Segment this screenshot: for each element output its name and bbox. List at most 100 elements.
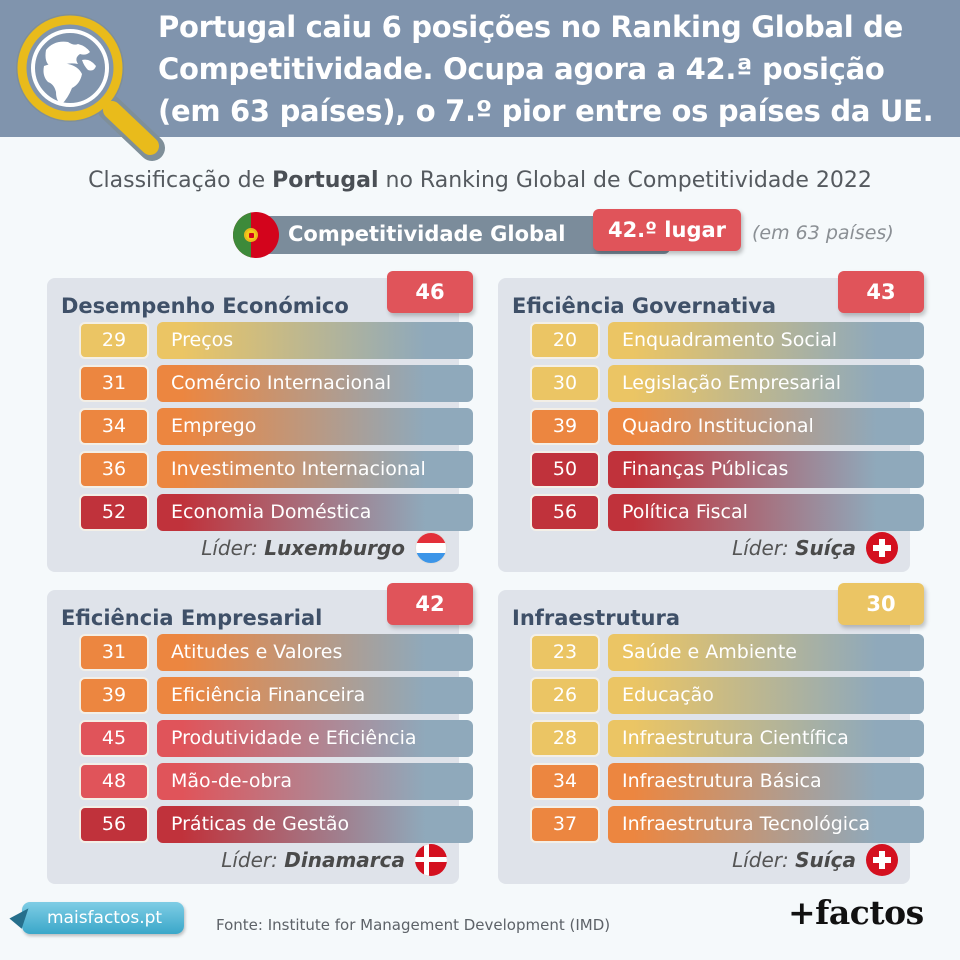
sub-factor-label: Mão-de-obra — [157, 763, 473, 800]
panel-score-badge: 46 — [387, 271, 473, 313]
sub-factor-rank: 39 — [79, 677, 149, 714]
sub-factor-row: 56 Política Fiscal — [530, 494, 925, 531]
subtitle-suffix: no Ranking Global de Competitividade 202… — [378, 168, 872, 193]
category-panel: Eficiência Governativa 43 20 Enquadramento … — [498, 271, 924, 572]
leader-country: Luxemburgo — [264, 536, 405, 560]
panel-title: Infraestrutura — [512, 606, 681, 630]
sub-factor-label: Infraestrutura Básica — [608, 763, 924, 800]
brand-logo: +factos — [788, 893, 924, 932]
sub-factor-label: Investimento Internacional — [157, 451, 473, 488]
sub-factor-row: 39 Quadro Institucional — [530, 408, 925, 445]
panel-score-badge: 30 — [838, 583, 924, 625]
sub-factor-label: Preços — [157, 322, 473, 359]
headline-line: Portugal caiu 6 posições no Ranking Glob… — [158, 10, 903, 44]
sub-factor-rank: 56 — [530, 494, 600, 531]
global-label: Competitividade Global — [288, 222, 566, 246]
switzerland-flag-icon — [866, 844, 898, 876]
portugal-flag-icon — [233, 212, 279, 258]
sub-factor-row: 31 Comércio Internacional — [79, 365, 474, 402]
category-panel: Desempenho Económico 46 29 Preços 31 Comércio… — [47, 271, 473, 572]
sub-factor-label: Eficiência Financeira — [157, 677, 473, 714]
leader: Líder: Luxemburgo — [201, 532, 447, 564]
subtitle-country: Portugal — [272, 168, 379, 193]
leader-text: Líder: Suíça — [732, 848, 856, 872]
leader-text: Líder: Dinamarca — [221, 848, 405, 872]
sub-factor-row: 26 Educação — [530, 677, 925, 714]
sub-factor-rank: 48 — [79, 763, 149, 800]
leader-label: Líder: — [732, 848, 789, 872]
global-note: (em 63 países) — [752, 222, 894, 244]
sub-factor-row: 37 Infraestrutura Tecnológica — [530, 806, 925, 843]
headline-line: Competitividade. Ocupa agora a 42.ª posi… — [158, 52, 885, 86]
headline-line: (em 63 países), o 7.º pior entre os país… — [158, 94, 934, 128]
sub-factor-rank: 28 — [530, 720, 600, 757]
sub-factor-label: Práticas de Gestão — [157, 806, 473, 843]
sub-factor-label: Quadro Institucional — [608, 408, 924, 445]
sub-factor-label: Infraestrutura Científica — [608, 720, 924, 757]
sub-factor-label: Legislação Empresarial — [608, 365, 924, 402]
leader-country: Dinamarca — [284, 848, 405, 872]
panel-score-badge: 42 — [387, 583, 473, 625]
sub-factor-rank: 31 — [79, 634, 149, 671]
switzerland-flag-icon — [866, 532, 898, 564]
leader-text: Líder: Luxemburgo — [201, 536, 405, 560]
sub-factor-row: 30 Legislação Empresarial — [530, 365, 925, 402]
sub-factor-rank: 34 — [79, 408, 149, 445]
sub-factor-row: 23 Saúde e Ambiente — [530, 634, 925, 671]
sub-factor-rank: 29 — [79, 322, 149, 359]
sub-factor-label: Emprego — [157, 408, 473, 445]
sub-factor-rank: 30 — [530, 365, 600, 402]
sub-factor-rank: 52 — [79, 494, 149, 531]
sub-factor-row: 48 Mão-de-obra — [79, 763, 474, 800]
leader-label: Líder: — [732, 536, 789, 560]
headline: Portugal caiu 6 posições no Ranking Glob… — [158, 6, 948, 132]
sub-factor-row: 34 Emprego — [79, 408, 474, 445]
sub-factor-rank: 39 — [530, 408, 600, 445]
sub-factor-row: 31 Atitudes e Valores — [79, 634, 474, 671]
leader-label: Líder: — [221, 848, 278, 872]
header-banner: Portugal caiu 6 posições no Ranking Glob… — [0, 0, 960, 161]
denmark-flag-icon — [415, 844, 447, 876]
sub-factor-row: 29 Preços — [79, 322, 474, 359]
panel-score-badge: 43 — [838, 271, 924, 313]
leader-label: Líder: — [201, 536, 258, 560]
sub-factor-label: Política Fiscal — [608, 494, 924, 531]
global-rank-badge: 42.º lugar — [593, 209, 741, 251]
sub-factor-rank: 37 — [530, 806, 600, 843]
panel-title: Desempenho Económico — [61, 294, 349, 318]
sub-factor-rank: 56 — [79, 806, 149, 843]
sub-factor-label: Produtividade e Eficiência — [157, 720, 473, 757]
sub-factor-row: 36 Investimento Internacional — [79, 451, 474, 488]
site-link[interactable]: maisfactos.pt — [22, 902, 184, 934]
leader-country: Suíça — [795, 536, 856, 560]
sub-factor-label: Comércio Internacional — [157, 365, 473, 402]
sub-factor-label: Enquadramento Social — [608, 322, 924, 359]
magnifier-globe-icon — [16, 14, 165, 161]
sub-factor-rank: 45 — [79, 720, 149, 757]
leader: Líder: Suíça — [732, 844, 898, 876]
category-panel: Eficiência Empresarial 42 31 Atitudes e Val… — [47, 583, 473, 884]
sub-factor-rank: 23 — [530, 634, 600, 671]
leader-country: Suíça — [795, 848, 856, 872]
sub-factor-rank: 50 — [530, 451, 600, 488]
source-note: Fonte: Institute for Management Developm… — [216, 916, 611, 934]
leader-text: Líder: Suíça — [732, 536, 856, 560]
luxembourg-flag-icon — [415, 532, 447, 564]
leader: Líder: Dinamarca — [221, 844, 447, 876]
sub-factor-label: Economia Doméstica — [157, 494, 473, 531]
sub-factor-row: 34 Infraestrutura Básica — [530, 763, 925, 800]
sub-factor-row: 20 Enquadramento Social — [530, 322, 925, 359]
sub-factor-rank: 26 — [530, 677, 600, 714]
sub-factor-row: 56 Práticas de Gestão — [79, 806, 474, 843]
leader: Líder: Suíça — [732, 532, 898, 564]
sub-factor-row: 52 Economia Doméstica — [79, 494, 474, 531]
sub-factor-rank: 20 — [530, 322, 600, 359]
category-panel: Infraestrutura 30 23 Saúde e Ambiente 26 Educ… — [498, 583, 924, 884]
sub-factor-label: Finanças Públicas — [608, 451, 924, 488]
sub-factor-label: Infraestrutura Tecnológica — [608, 806, 924, 843]
sub-factor-row: 45 Produtividade e Eficiência — [79, 720, 474, 757]
sub-factor-rank: 36 — [79, 451, 149, 488]
sub-factor-rank: 31 — [79, 365, 149, 402]
panel-title: Eficiência Governativa — [512, 294, 777, 318]
